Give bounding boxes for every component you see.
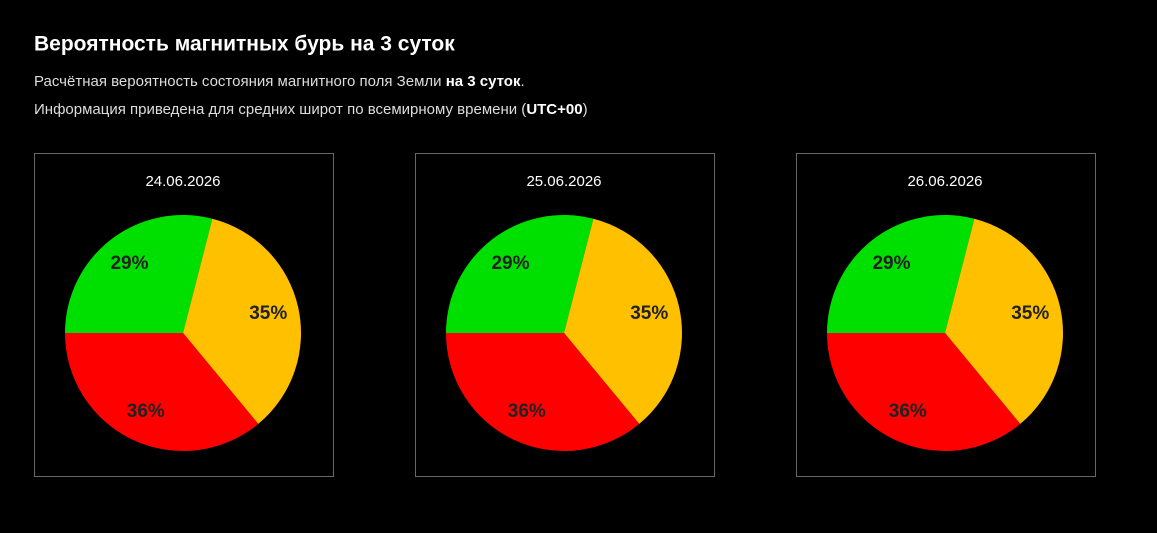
slice-label: 36% [127,401,165,422]
pie-slice [446,333,640,451]
chart-box [34,153,334,477]
slice-label: 29% [872,253,910,274]
pie-slice [827,215,975,333]
bold-text: UTC+00 [526,101,582,118]
chart-title: 26.06.2026 [907,173,982,190]
pie-slice [65,333,259,451]
pie-slice [183,218,302,424]
subtitle-line: Расчётная вероятность состояния магнитно… [34,73,525,90]
chart-title: 25.06.2026 [526,173,601,190]
slice-label: 36% [508,401,546,422]
pie-slice [564,218,682,424]
subtitle-line: Информация приведена для средних широт п… [34,101,588,118]
text: . [520,73,524,90]
slice-label: 35% [630,303,668,324]
text: ) [583,101,588,118]
text: Расчётная вероятность состояния магнитно… [34,73,446,90]
pie-slice [65,214,213,333]
pie-slice [945,218,1063,424]
slice-label: 29% [110,253,148,274]
bold-text: на 3 суток [446,73,521,90]
pie-slice [827,333,1021,452]
pie-slice [446,214,594,333]
chart-title: 24.06.2026 [145,173,220,190]
slice-label: 29% [491,253,529,274]
chart-box [415,153,715,477]
slice-label: 35% [1011,303,1049,324]
slice-label: 35% [249,303,287,324]
chart-box [796,153,1096,477]
text: Информация приведена для средних широт п… [34,101,526,118]
slice-label: 36% [889,401,927,422]
page-title: Вероятность магнитных бурь на 3 суток [34,33,455,56]
